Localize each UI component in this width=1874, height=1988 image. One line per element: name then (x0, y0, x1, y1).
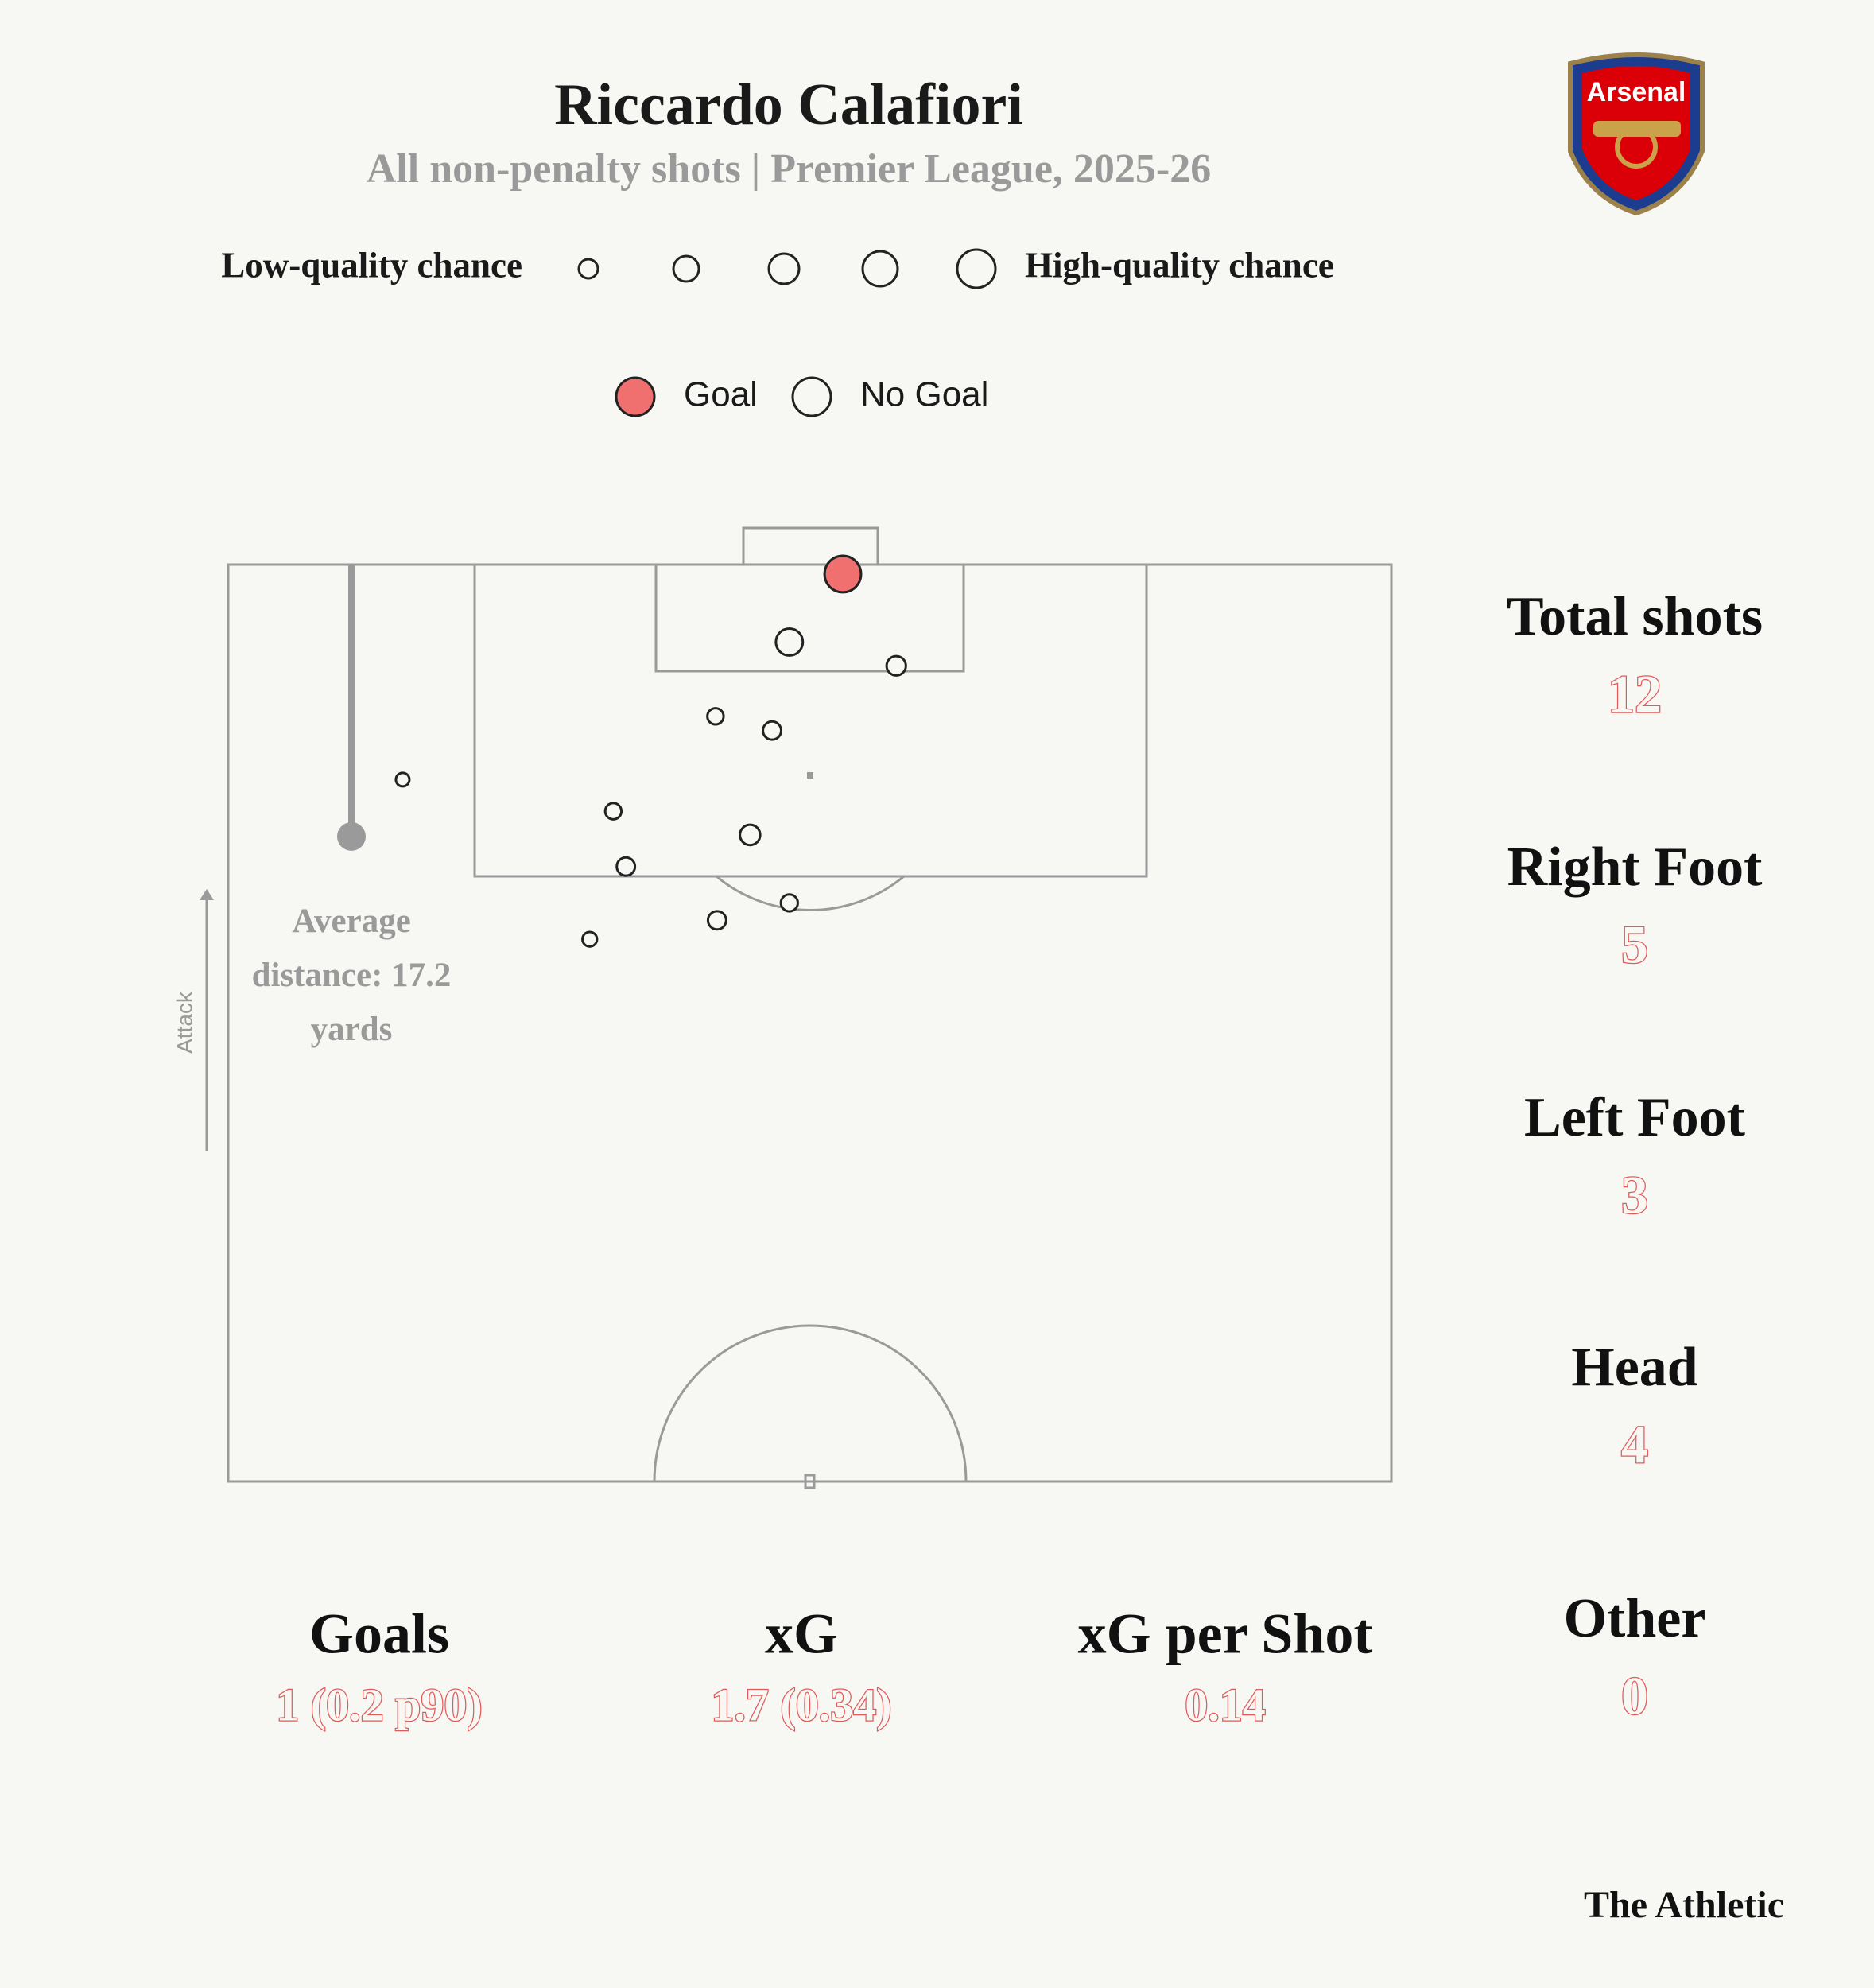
shot (615, 856, 637, 877)
average-distance-unit: yards (310, 1011, 393, 1048)
size-legend-circle (672, 254, 700, 283)
attack-head (200, 889, 214, 900)
average-distance-value: 17.2 (391, 957, 452, 994)
size-legend-circles (577, 248, 997, 289)
stat-label: Right Foot (1507, 837, 1763, 898)
legend-marker (615, 376, 656, 417)
summary-label: xG per Shot (1078, 1602, 1373, 1666)
size-legend-low: Low-quality chance (221, 245, 522, 285)
team-logo: Arsenal (1568, 52, 1705, 216)
shot (774, 627, 805, 657)
summary-value: 0.14 (1185, 1679, 1266, 1730)
goal (742, 526, 879, 566)
stat-label: Head (1571, 1337, 1698, 1398)
penalty-arc (716, 875, 905, 911)
shot (739, 823, 762, 847)
attack-label: Attack (172, 991, 196, 1054)
attack-arrow: Attack (172, 889, 214, 1151)
legend-label: Goal (684, 375, 758, 414)
size-legend-high: High-quality chance (1025, 245, 1334, 285)
shot (762, 720, 782, 741)
average-distance-label: Average distance: (251, 903, 411, 994)
average-distance: Average distance: 17.2 yards (248, 895, 455, 1057)
size-legend-circle (861, 250, 899, 288)
stat-value: 0 (1621, 1666, 1648, 1726)
penalty-box (473, 563, 1148, 878)
stat-value: 5 (1621, 914, 1648, 975)
shot (706, 707, 725, 726)
stat-label: Total shots (1507, 586, 1763, 647)
summary-label: Goals (309, 1602, 449, 1666)
size-legend-circle (767, 252, 801, 285)
logo-text: Arsenal (1587, 77, 1686, 107)
center-spot (804, 1474, 816, 1489)
shot (581, 930, 599, 948)
shot (779, 893, 799, 913)
average-distance-dot (337, 821, 366, 851)
shot (706, 910, 727, 931)
stat-value: 12 (1608, 664, 1662, 724)
shot (823, 554, 863, 594)
summary-label: xG (765, 1602, 838, 1666)
chart-title: Riccardo Calafiori (554, 72, 1023, 138)
summary-value: 1 (0.2 p90) (276, 1679, 482, 1730)
six-yard-box (654, 563, 965, 673)
shot (885, 654, 907, 677)
logo-wheel (1615, 126, 1658, 169)
pitch (227, 526, 1393, 1489)
center-circle (653, 1324, 968, 1482)
size-legend-circle (577, 258, 599, 280)
legend-marker (791, 376, 832, 417)
chart-subtitle: All non-penalty shots | Premier League, … (367, 146, 1212, 192)
source: The Athletic (1584, 1884, 1784, 1926)
legend-label: No Goal (860, 375, 988, 414)
stat-value: 4 (1621, 1415, 1648, 1475)
penalty-spot (807, 772, 813, 779)
summary-value: 1.7 (0.34) (711, 1679, 891, 1730)
stat-label: Other (1564, 1588, 1706, 1649)
size-legend-circle (956, 248, 997, 289)
stat-label: Left Foot (1524, 1087, 1745, 1148)
shot (394, 771, 411, 788)
shot (603, 802, 623, 821)
stat-value: 3 (1621, 1165, 1648, 1225)
